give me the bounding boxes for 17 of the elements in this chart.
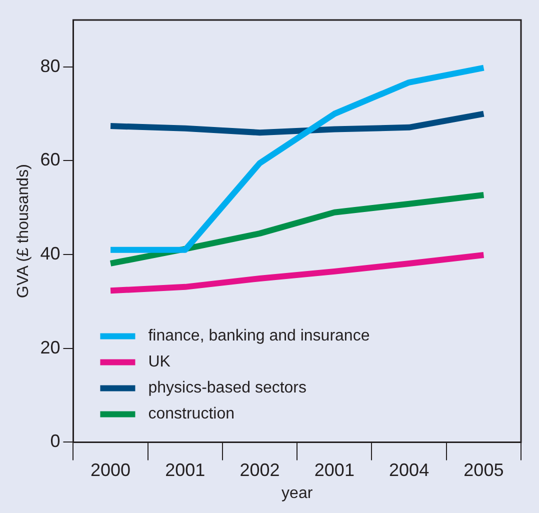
x-tick-label: 2001	[314, 460, 354, 480]
y-tick-label: 20	[40, 337, 60, 358]
y-tick-label: 80	[40, 56, 60, 76]
y-axis-title: GVA (£ thousands)	[15, 164, 32, 298]
y-tick-label: 60	[40, 150, 60, 170]
y-tick-label: 40	[40, 244, 60, 264]
x-axis-title: year	[282, 484, 314, 502]
legend-label: construction	[148, 406, 234, 423]
legend-label: physics-based sectors	[148, 380, 307, 397]
legend-label: finance, banking and insurance	[148, 328, 370, 345]
x-tick-label: 2005	[464, 460, 504, 480]
x-tick-label: 2001	[165, 460, 206, 480]
x-tick-label: 2004	[389, 460, 430, 480]
y-tick-label: 0	[50, 431, 60, 452]
x-tick-label: 2000	[90, 460, 131, 480]
x-tick-label: 2002	[240, 460, 280, 480]
legend-label: UK	[148, 354, 171, 371]
